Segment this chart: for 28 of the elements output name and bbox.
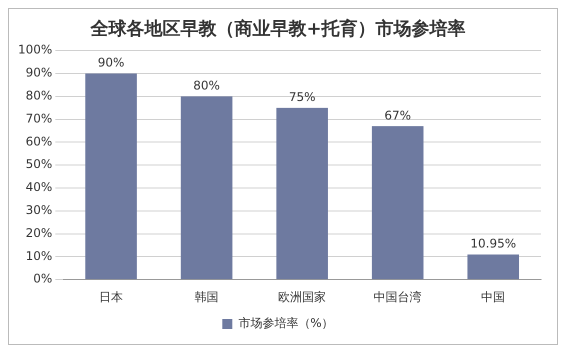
bar — [180, 96, 232, 280]
y-tick-label: 20% — [26, 226, 52, 240]
y-tick-label: 100% — [18, 42, 52, 57]
y-tick-label: 70% — [26, 111, 52, 126]
y-tick-label: 40% — [26, 180, 52, 194]
y-tick-label: 50% — [26, 157, 52, 172]
y-tick-label: 80% — [26, 88, 52, 103]
bar — [372, 126, 424, 280]
x-tick-label: 日本 — [99, 290, 124, 304]
data-label: 75% — [288, 90, 316, 104]
data-label: 90% — [98, 56, 124, 70]
y-tick-label: 60% — [26, 134, 52, 148]
legend-label: 市场参培率（%） — [238, 316, 334, 330]
y-tick-label: 30% — [26, 203, 52, 218]
y-tick-label: 10% — [26, 248, 52, 263]
x-tick-label: 中国台湾 — [374, 290, 422, 304]
data-label: 67% — [384, 108, 412, 122]
data-label: 10.95% — [470, 236, 516, 251]
bar — [85, 74, 137, 280]
chart-title: 全球各地区早教（商业早教+托育）市场参培率 — [89, 17, 466, 40]
data-label: 80% — [193, 78, 220, 93]
x-tick-label: 欧洲国家 — [278, 290, 326, 304]
bar — [276, 108, 328, 280]
x-tick-label: 中国 — [481, 290, 506, 304]
y-tick-label: 0% — [33, 272, 52, 286]
y-tick-label: 90% — [26, 66, 52, 80]
bar — [467, 254, 520, 280]
x-tick-label: 韩国 — [194, 290, 219, 304]
